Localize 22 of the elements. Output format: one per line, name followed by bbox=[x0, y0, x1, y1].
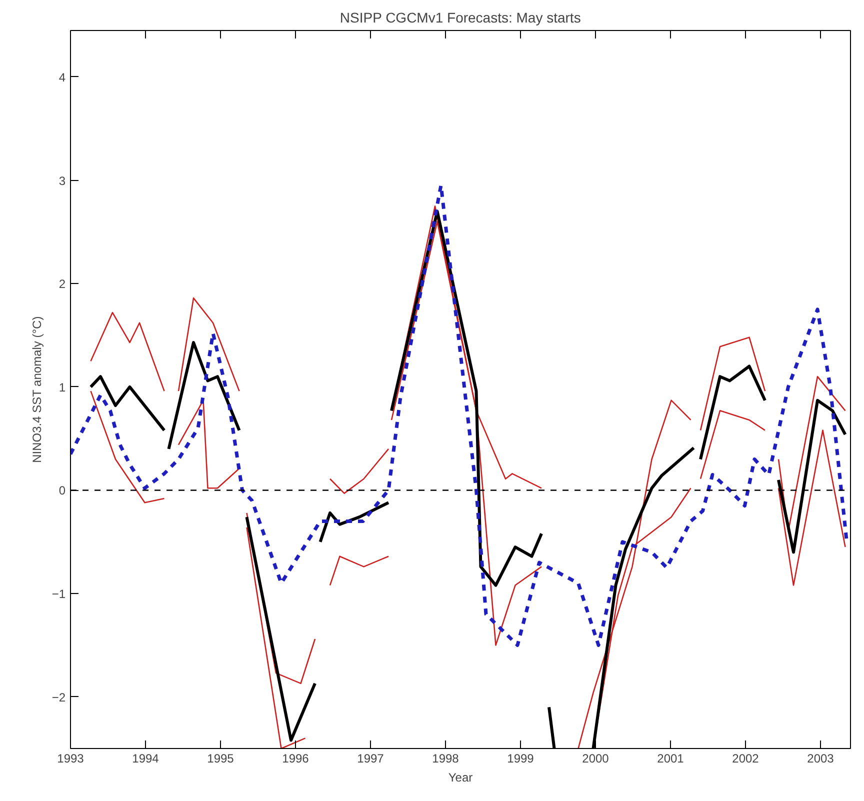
y-tick-label: −1 bbox=[52, 587, 66, 602]
chart-title: NSIPP CGCMv1 Forecasts: May starts bbox=[340, 10, 581, 26]
y-tick-label: −2 bbox=[52, 690, 66, 704]
line-series bbox=[70, 184, 848, 647]
x-tick-label: 2000 bbox=[582, 752, 610, 766]
x-tick-label: 1993 bbox=[57, 752, 84, 766]
x-tick-label: 1998 bbox=[432, 752, 460, 766]
x-axis-title: Year bbox=[448, 770, 473, 784]
x-tick-label: 1997 bbox=[357, 752, 384, 766]
x-tick-label: 2001 bbox=[657, 752, 684, 766]
x-tick-label: 1996 bbox=[282, 752, 310, 766]
x-tick-label: 2002 bbox=[732, 752, 760, 766]
y-tick-label: 0 bbox=[58, 484, 66, 498]
x-tick-label: 1999 bbox=[507, 752, 534, 766]
y-tick-label: 2 bbox=[58, 277, 66, 292]
y-tick-label: 3 bbox=[58, 174, 66, 188]
x-tick-label: 2003 bbox=[807, 752, 834, 766]
y-axis-title: NINO3.4 SST anomaly (°C) bbox=[30, 316, 44, 463]
y-tick-label: 1 bbox=[58, 380, 66, 394]
x-tick-label: 1995 bbox=[207, 752, 234, 766]
y-tick-label: 4 bbox=[58, 70, 66, 84]
x-tick-label: 1994 bbox=[132, 752, 160, 766]
